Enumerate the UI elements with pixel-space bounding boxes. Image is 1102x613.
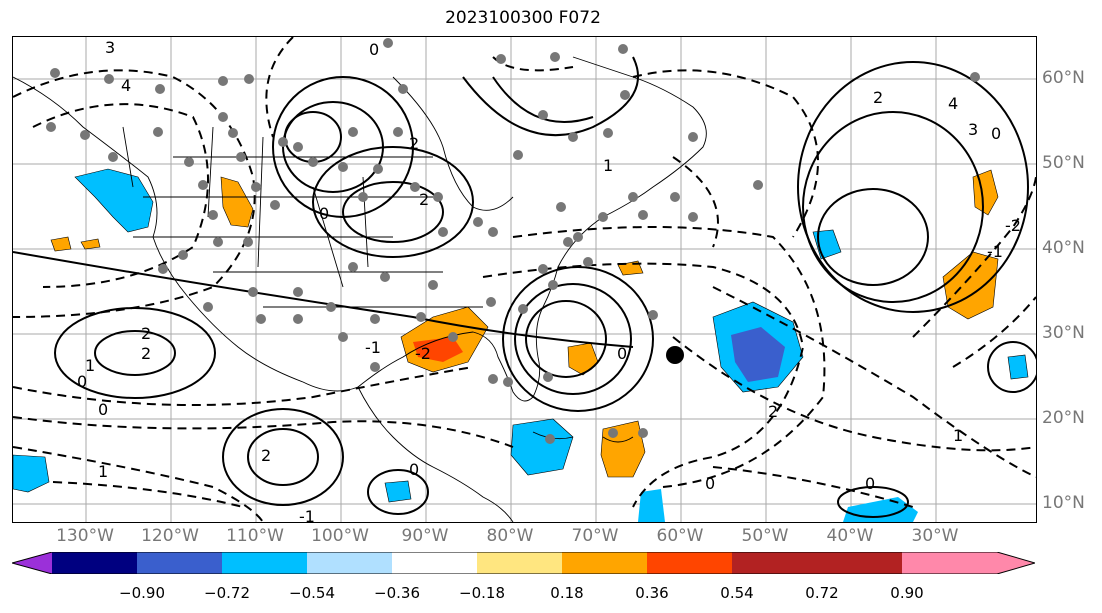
contour-label: 0 [77, 372, 87, 391]
colorbar-segment [477, 552, 562, 574]
lon-label: 120°W [141, 526, 199, 546]
contour-label: 4 [121, 76, 131, 95]
colorbar-segment [52, 552, 147, 574]
colorbar-segment [817, 552, 902, 574]
colorbar-tick: 0.90 [890, 584, 924, 602]
anomaly-fills [13, 168, 1029, 522]
contour-label: 2 [419, 190, 429, 209]
dashed-contours [13, 37, 1036, 522]
colorbar-tick: 0.54 [720, 584, 754, 602]
contour-label: 2 [409, 134, 419, 153]
colorbar-tick: −0.90 [119, 584, 165, 602]
contour-label: 2 [261, 446, 271, 465]
colorbar-segment [222, 552, 307, 574]
lon-label: 60°W [656, 526, 704, 546]
graticule [13, 37, 1036, 522]
contour-label: 2 [768, 402, 778, 421]
colorbar-segment [562, 552, 647, 574]
weather-map: 3 4 0 2 1 2 0 -1 -2 2 2 1 0 0 1 2 0 -1 0… [13, 37, 1036, 522]
colorbar-tick: 0.18 [550, 584, 584, 602]
lat-label: 30°N [1042, 323, 1085, 343]
contour-label: 3 [968, 120, 978, 139]
colorbar [12, 552, 1035, 574]
contour-label: -1 [987, 242, 1003, 261]
lat-label: 10°N [1042, 493, 1085, 513]
contour-label: 0 [865, 474, 875, 493]
lat-label: 50°N [1042, 153, 1085, 173]
contour-label: 2 [873, 88, 883, 107]
lon-label: 30°W [911, 526, 959, 546]
colorbar-tick: −0.36 [374, 584, 420, 602]
colorbar-segment [392, 552, 477, 574]
contour-label: 3 [105, 38, 115, 57]
colorbar-segment [307, 552, 392, 574]
contour-label: 0 [991, 124, 1001, 143]
colorbar-tick: 0.36 [635, 584, 669, 602]
lon-label: 70°W [571, 526, 619, 546]
contour-label: 0 [98, 400, 108, 419]
map-title: 2023100300 F072 [445, 8, 601, 28]
lon-label: 80°W [486, 526, 534, 546]
contour-label: 0 [319, 204, 329, 223]
contour-label: 0 [409, 460, 419, 479]
colorbar-segment [647, 552, 732, 574]
lon-label: 110°W [226, 526, 284, 546]
station-dots [46, 38, 980, 444]
contour-label: 0 [369, 40, 379, 59]
lon-label: 40°W [826, 526, 874, 546]
coastlines [13, 56, 707, 522]
colorbar-segment [902, 552, 997, 574]
contour-label: 1 [603, 156, 613, 175]
lat-label: 60°N [1042, 68, 1085, 88]
colorbar-segment [137, 552, 222, 574]
contour-label: 1 [98, 462, 108, 481]
contour-label: 0 [617, 344, 627, 363]
contour-label: 1 [953, 426, 963, 445]
colorbar-tick: −0.54 [289, 584, 335, 602]
contour-label: 0 [705, 474, 715, 493]
lat-label: 20°N [1042, 408, 1085, 428]
lon-label: 100°W [311, 526, 369, 546]
colorbar-extend-high [997, 552, 1035, 574]
contour-label: -2 [415, 344, 431, 363]
contour-label: 4 [948, 94, 958, 113]
colorbar-tick: −0.18 [459, 584, 505, 602]
colorbar-tick: −0.72 [204, 584, 250, 602]
colorbar-tick: 0.72 [805, 584, 839, 602]
contour-label: 1 [85, 356, 95, 375]
map-panel: 3 4 0 2 1 2 0 -1 -2 2 2 1 0 0 1 2 0 -1 0… [12, 36, 1037, 523]
colorbar-segment [732, 552, 817, 574]
contour-label: -2 [1005, 216, 1021, 235]
contour-label: -1 [299, 507, 315, 522]
lon-label: 130°W [56, 526, 114, 546]
contour-label: -1 [365, 338, 381, 357]
contour-labels: 3 4 0 2 1 2 0 -1 -2 2 2 1 0 0 1 2 0 -1 0… [77, 38, 1021, 522]
contour-label: 2 [141, 324, 151, 343]
colorbar-extend-low [12, 552, 52, 574]
lon-label: 50°W [741, 526, 789, 546]
lat-label: 40°N [1042, 238, 1085, 258]
contour-label: 2 [141, 344, 151, 363]
lon-label: 90°W [401, 526, 449, 546]
observation-point-marker [666, 346, 684, 364]
